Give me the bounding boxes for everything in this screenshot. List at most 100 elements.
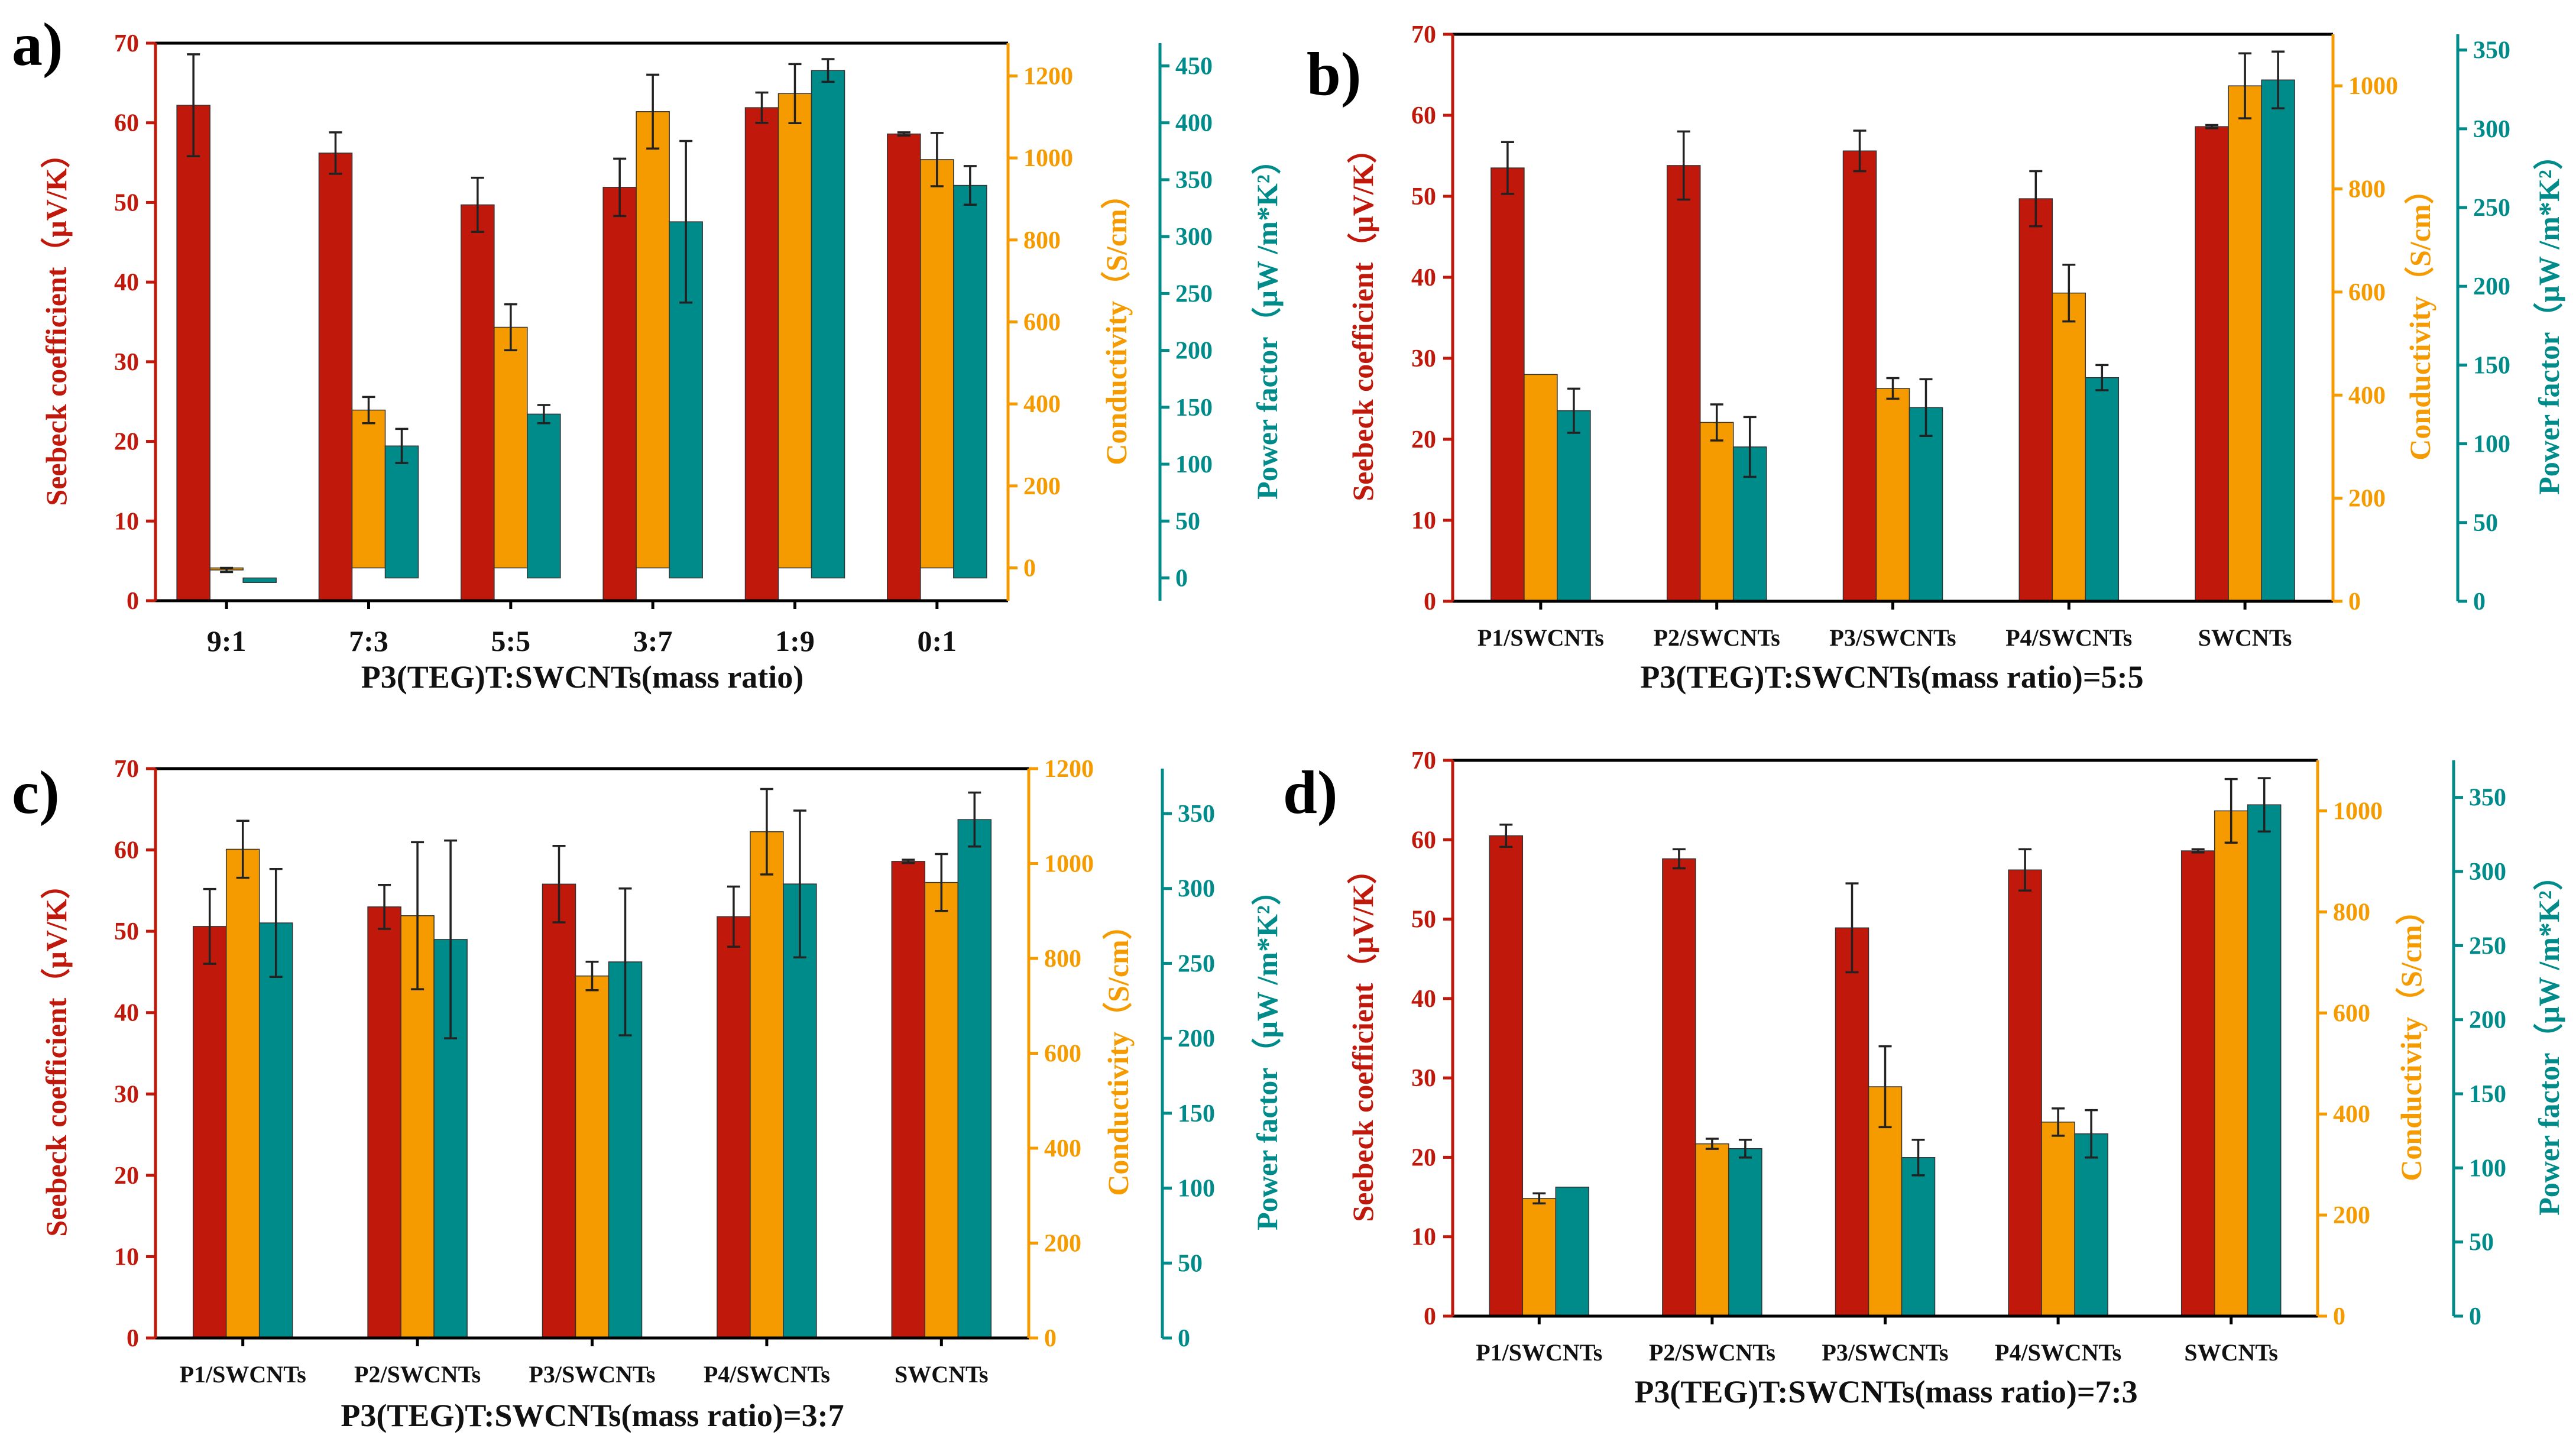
bar-1-1 <box>1695 1143 1729 1317</box>
error-bar-2-1 <box>444 839 458 1039</box>
error-bar-0-2 <box>1845 882 1859 974</box>
power-factor-tick-label-3: 150 <box>2469 1081 2506 1108</box>
power-factor-tick-label-3: 150 <box>1175 394 1213 422</box>
power-factor-tick-label-0: 0 <box>2469 1303 2481 1330</box>
x-axis-title: P3(TEG)T:SWCNTs(mass ratio)=3:7 <box>341 1398 844 1433</box>
seebeck-tick-label-0: 0 <box>1424 1303 1436 1330</box>
bar-2-0 <box>1555 1187 1590 1317</box>
error-bar-2-3 <box>679 140 693 304</box>
error-bar-1-4 <box>935 853 948 912</box>
error-bar-1-2 <box>504 303 517 352</box>
bar-2-3 <box>2074 1133 2108 1317</box>
seebeck-tick-label-7: 70 <box>114 30 139 57</box>
power-factor-tick-label-5: 250 <box>1175 280 1213 307</box>
error-bar-2-3 <box>2095 364 2109 391</box>
panel-0: 9:1 7:3 5:5 3:7 1:9 0:1 0 10 20 30 40 50 60 70 0 200 400… <box>12 11 1284 695</box>
seebeck-tick-label-6: 60 <box>1411 827 1436 854</box>
bar-0-0 <box>1489 835 1524 1317</box>
error-bar-1-3 <box>646 73 660 150</box>
seebeck-tick-label-0: 0 <box>127 588 139 615</box>
bar-0-2 <box>542 883 576 1339</box>
bar-0-1 <box>318 153 353 601</box>
bar-0-2 <box>1842 150 1877 602</box>
error-bar-0-3 <box>2029 170 2043 228</box>
power-factor-tick-label-8: 400 <box>1175 110 1213 137</box>
error-bar-2-0 <box>269 868 283 979</box>
seebeck-tick-label-4: 40 <box>114 1000 139 1027</box>
bar-0-2 <box>1835 927 1869 1317</box>
seebeck-tick-label-7: 70 <box>1411 21 1436 48</box>
bar-0-3 <box>2008 869 2042 1317</box>
panel-label: c) <box>12 759 60 827</box>
conductivity-tick-label-0: 0 <box>2333 1303 2345 1330</box>
error-bar-2-1 <box>395 427 409 464</box>
error-bar-2-0 <box>1567 387 1580 434</box>
error-bar-0-0 <box>187 53 200 158</box>
conductivity-tick-label-3: 600 <box>1044 1041 1081 1068</box>
bar-1-0 <box>225 848 260 1339</box>
error-bar-2-1 <box>1743 416 1757 478</box>
category-label-2: P3/SWCNTs <box>529 1361 655 1388</box>
bar-1-1 <box>351 409 386 569</box>
category-label-2: 5:5 <box>491 624 531 657</box>
error-bar-1-2 <box>1886 377 1900 400</box>
seebeck-tick-label-1: 10 <box>114 508 139 535</box>
conductivity-axis-title: Conductivity（S/cm） <box>1100 179 1133 465</box>
bar-0-0 <box>192 926 227 1339</box>
panel-label: a) <box>12 11 63 79</box>
power-factor-tick-label-1: 50 <box>2469 1229 2494 1256</box>
bar-2-3 <box>2085 377 2120 602</box>
error-bar-0-0 <box>1499 824 1513 848</box>
bar-1-2 <box>575 975 610 1339</box>
error-bar-2-1 <box>1738 1138 1752 1159</box>
conductivity-tick-label-0: 0 <box>2348 588 2361 615</box>
seebeck-tick-label-6: 60 <box>114 837 139 864</box>
seebeck-tick-label-6: 60 <box>1411 102 1436 129</box>
conductivity-tick-label-1: 200 <box>1023 473 1061 500</box>
category-label-4: SWCNTs <box>2198 624 2292 651</box>
conductivity-tick-label-3: 600 <box>2333 1000 2370 1027</box>
seebeck-tick-label-4: 40 <box>1411 986 1436 1013</box>
conductivity-tick-label-1: 200 <box>2333 1202 2370 1229</box>
bar-0-0 <box>1490 167 1525 602</box>
x-axis-title: P3(TEG)T:SWCNTs(mass ratio)=5:5 <box>1640 659 2143 695</box>
category-label-2: P3/SWCNTs <box>1822 1339 1948 1366</box>
bar-0-4 <box>2180 850 2215 1317</box>
seebeck-tick-label-2: 20 <box>1411 426 1436 453</box>
power-factor-axis-title: Power factor（μW /m*K²） <box>1250 876 1284 1230</box>
conductivity-tick-label-6: 1200 <box>1044 756 1094 783</box>
bar-0-3 <box>717 916 751 1339</box>
seebeck-tick-label-5: 50 <box>1411 183 1436 210</box>
bar-1-4 <box>924 882 959 1339</box>
conductivity-tick-label-2: 400 <box>1044 1135 1081 1162</box>
bar-0-4 <box>744 107 779 601</box>
error-bar-2-4 <box>968 791 981 848</box>
bar-0-3 <box>2018 198 2053 602</box>
category-label-3: P4/SWCNTs <box>704 1361 830 1388</box>
bar-2-0 <box>1557 410 1591 602</box>
conductivity-axis-title: Conductivity（S/cm） <box>1101 910 1135 1195</box>
category-label-1: P2/SWCNTs <box>354 1361 481 1388</box>
panel-label: d) <box>1283 759 1337 827</box>
error-bar-1-3 <box>2062 263 2076 323</box>
power-factor-tick-label-2: 100 <box>1175 451 1213 478</box>
error-bar-1-5 <box>930 132 944 187</box>
power-factor-tick-label-6: 300 <box>2469 858 2506 886</box>
error-bar-0-1 <box>1672 848 1686 870</box>
bar-1-5 <box>920 159 954 569</box>
error-bar-2-2 <box>1911 1138 1925 1177</box>
seebeck-tick-label-3: 30 <box>114 1081 139 1108</box>
conductivity-tick-label-4: 800 <box>1023 227 1061 254</box>
error-bar-1-4 <box>788 63 802 124</box>
category-label-4: SWCNTs <box>2184 1339 2278 1366</box>
error-bar-1-3 <box>2052 1107 2065 1137</box>
bar-0-3 <box>602 187 637 601</box>
power-factor-tick-label-9: 450 <box>1175 53 1213 80</box>
category-label-5: 0:1 <box>918 624 957 657</box>
error-bar-0-2 <box>471 176 484 234</box>
power-factor-tick-label-4: 200 <box>1178 1025 1215 1052</box>
power-factor-axis-title: Power factor（μW /m*K²） <box>2532 861 2565 1216</box>
error-bar-1-1 <box>1710 403 1723 442</box>
power-factor-tick-label-1: 50 <box>2473 510 2498 537</box>
bar-2-5 <box>953 184 987 579</box>
